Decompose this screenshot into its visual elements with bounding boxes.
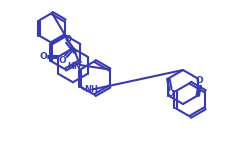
Text: O: O [65, 35, 71, 44]
Text: O: O [39, 52, 47, 61]
Text: NH: NH [84, 85, 98, 94]
Text: HN: HN [67, 61, 81, 71]
Text: O: O [166, 89, 174, 98]
Text: O: O [196, 76, 204, 85]
Text: O: O [58, 56, 66, 65]
